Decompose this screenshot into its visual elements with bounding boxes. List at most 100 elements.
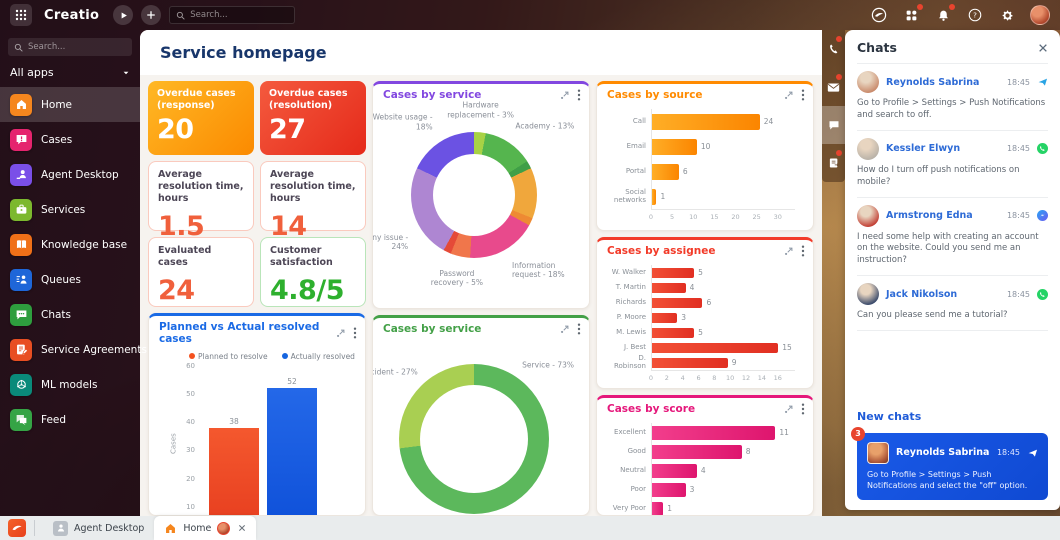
sidebar-item-label: Home — [41, 98, 73, 111]
sidebar-item-chats[interactable]: Chats — [0, 297, 140, 332]
bar-value-label: 4 — [700, 466, 706, 475]
bar-category-label: D. Robinson — [613, 353, 646, 370]
sidebar-item-ml-models[interactable]: ML models — [0, 367, 140, 402]
creatio-bird-icon[interactable] — [870, 6, 888, 24]
bar-row: D. Robinson 9 — [605, 353, 805, 370]
axis-tick-label: 4 — [680, 374, 685, 382]
chat-message: Go to Profile > Settings > Push Notifica… — [857, 98, 1046, 120]
sidebar-item-agent-desktop[interactable]: Agent Desktop — [0, 157, 140, 192]
global-search[interactable] — [169, 6, 296, 24]
agent-desktop-icon — [53, 520, 68, 536]
chart-card-cases-by-service-split: Cases by service Service - 73% Incident - … — [372, 315, 590, 516]
home-icon — [10, 93, 32, 116]
chart-expand-button[interactable] — [560, 90, 570, 100]
chart-header: Planned vs Actual resolved cases — [149, 316, 365, 347]
bar-plot: W. Walker 5 T. Martin 4 Richards 6 P. Moore 3 M.… — [605, 261, 805, 370]
bar — [652, 138, 697, 155]
chart-menu-button[interactable] — [801, 245, 805, 257]
taskbar-item-agent-desktop[interactable]: Agent Desktop — [43, 516, 154, 540]
bar-value-label: 10 — [700, 142, 711, 151]
x-axis: 0 2 4 6 8 10 12 14 16 — [648, 370, 795, 383]
chart-menu-button[interactable] — [801, 89, 805, 101]
axis-tick-label: 30 — [773, 213, 782, 221]
chat-sender-name: Kessler Elwyn — [886, 143, 961, 155]
sidebar-item-service-agreements[interactable]: Service Agreements — [0, 332, 147, 367]
bar-category-label: Very Poor — [612, 503, 646, 512]
close-icon[interactable] — [238, 524, 246, 532]
bar-value-label: 24 — [763, 117, 774, 126]
chat-list-item[interactable]: Jack Nikolson 18:45 Can you please send me… — [857, 276, 1048, 332]
svg-text:?: ? — [973, 11, 977, 20]
chart-actions — [336, 327, 357, 339]
chat-sender-name: Reynolds Sabrina — [886, 76, 980, 88]
donut-slice-label: Website usage - 18% — [372, 112, 433, 131]
chart-header: Cases by score — [597, 398, 813, 417]
axis-tick-label: 30 — [186, 446, 195, 455]
chart-actions — [784, 89, 805, 101]
chat-list-item[interactable]: Armstrong Edna 18:45 I need some help with… — [857, 198, 1048, 277]
app-launcher-icon[interactable] — [10, 4, 32, 26]
sidebar-item-cases[interactable]: Cases — [0, 122, 140, 157]
chart-expand-button[interactable] — [784, 246, 794, 256]
sidebar-item-label: ML models — [41, 378, 98, 391]
close-icon[interactable] — [1038, 43, 1048, 53]
new-chats-section: New chats 3 Reynolds Sabrina 18:45 Go to… — [845, 402, 1060, 510]
chart-expand-button[interactable] — [784, 404, 794, 414]
donut-slice-label: Password recovery - 5% — [430, 269, 483, 288]
play-button[interactable] — [113, 5, 134, 25]
taskbar-divider — [34, 520, 35, 536]
chart-menu-button[interactable] — [353, 327, 357, 339]
axis-tick-label: 10 — [726, 374, 735, 382]
bell-icon[interactable] — [934, 4, 955, 24]
metric-value: 1.5 — [158, 210, 205, 242]
axis-tick-label: 0 — [648, 374, 654, 382]
user-avatar[interactable] — [1030, 5, 1050, 25]
sidebar-search[interactable] — [8, 38, 132, 56]
chat-list-item[interactable]: Kessler Elwyn 18:45 How do I turn off push… — [857, 131, 1048, 198]
bar — [652, 501, 664, 515]
sidebar-item-services[interactable]: Services — [0, 192, 140, 227]
workspace-selector[interactable]: All apps — [0, 62, 140, 87]
phone-icon[interactable] — [822, 30, 845, 68]
add-button[interactable] — [141, 5, 162, 25]
creatio-taskbar-icon[interactable] — [8, 519, 26, 537]
chart-menu-button[interactable] — [801, 403, 805, 415]
chart-card-cases-by-assignee: Cases by assignee W. Walker 5 T. Martin 4 Ric… — [596, 237, 814, 389]
bar — [652, 327, 695, 338]
bar-row: P. Moore 3 — [605, 310, 805, 325]
chat-list-item[interactable]: Reynolds Sabrina 18:45 Go to Profile > Set… — [857, 63, 1048, 131]
envelope-icon[interactable] — [822, 68, 845, 106]
sidebar-item-home[interactable]: Home — [0, 87, 140, 122]
chart-menu-button[interactable] — [577, 89, 581, 101]
chart-menu-button[interactable] — [577, 323, 581, 335]
knowledge-base-icon — [10, 233, 32, 256]
chart-title: Cases by assignee — [607, 245, 716, 257]
chart-expand-button[interactable] — [336, 328, 346, 338]
global-search-input[interactable] — [190, 10, 281, 20]
sidebar-item-feed[interactable]: Feed — [0, 402, 140, 437]
axis-tick-label: 15 — [710, 213, 719, 221]
sidebar-item-knowledge-base[interactable]: Knowledge base — [0, 227, 140, 262]
chart-expand-button[interactable] — [560, 324, 570, 334]
case-doc-icon[interactable] — [822, 144, 845, 182]
bar-track: 9 — [651, 355, 805, 370]
chat-bubble-icon[interactable] — [822, 106, 845, 144]
sidebar-item-queues[interactable]: Queues — [0, 262, 140, 297]
axis-tick-label: 2 — [664, 374, 669, 382]
metric-card-average-resolution-time-hours: Average resolution time, hours 14 — [260, 161, 366, 242]
axis-tick-label: 0 — [648, 213, 654, 221]
bar-row: Richards 6 — [605, 295, 805, 310]
sidebar-search-input[interactable] — [28, 42, 118, 52]
axis-tick-label: 25 — [752, 213, 761, 221]
help-icon[interactable]: ? — [966, 6, 984, 24]
sidebar-item-label: Services — [41, 203, 86, 216]
chart-expand-button[interactable] — [784, 90, 794, 100]
bar-row: Social networks 1 — [605, 184, 805, 209]
bar-track: 10 — [651, 134, 805, 159]
messenger-icon — [1037, 210, 1048, 222]
workspace-grid-icon[interactable] — [902, 4, 923, 24]
bar — [652, 297, 703, 308]
new-chat-notification[interactable]: 3 Reynolds Sabrina 18:45 Go to Profile >… — [851, 426, 1048, 500]
settings-icon[interactable] — [998, 6, 1016, 24]
taskbar-item-home[interactable]: Home — [154, 516, 257, 540]
